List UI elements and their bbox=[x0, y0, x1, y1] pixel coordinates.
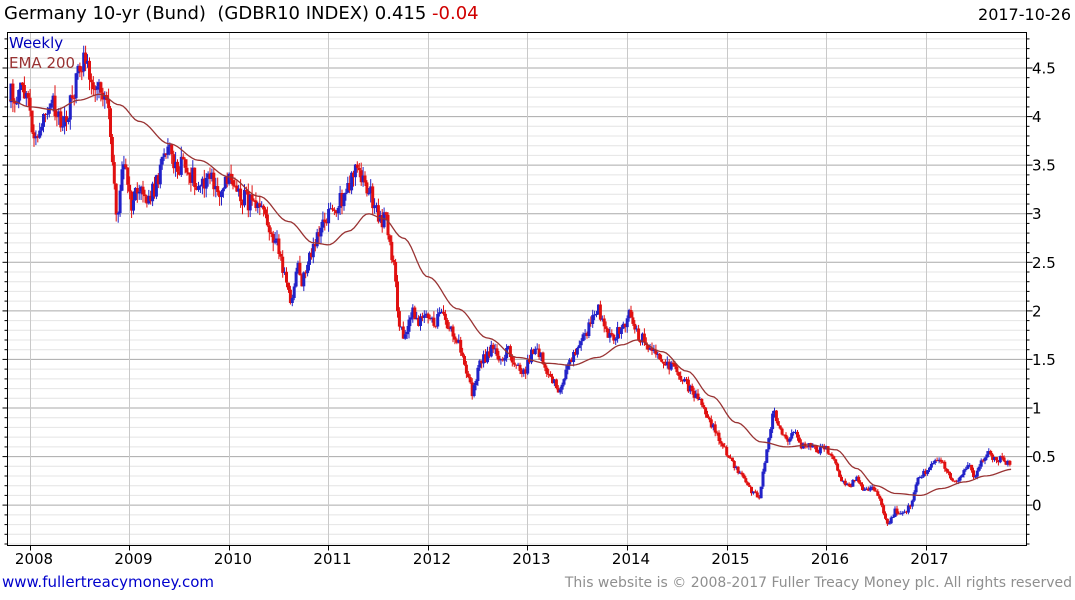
svg-text:2016: 2016 bbox=[811, 550, 849, 568]
legend-weekly-label: Weekly bbox=[9, 34, 64, 52]
chart-title: Germany 10-yr (Bund) (GDBR10 INDEX) 0.41… bbox=[4, 3, 479, 24]
svg-text:1: 1 bbox=[1032, 400, 1042, 418]
svg-text:2: 2 bbox=[1032, 302, 1042, 320]
y-axis-ticks bbox=[2, 38, 1033, 545]
svg-text:2012: 2012 bbox=[413, 550, 451, 568]
svg-text:2015: 2015 bbox=[711, 550, 749, 568]
svg-text:2010: 2010 bbox=[214, 550, 252, 568]
svg-text:1.5: 1.5 bbox=[1032, 351, 1056, 369]
x-axis-labels: 2008 2009 2010 2011 2012 2013 2014 2015 2016 2017 bbox=[15, 550, 949, 568]
website-link[interactable]: www.fullertreacymoney.com bbox=[2, 573, 215, 591]
svg-text:2.5: 2.5 bbox=[1032, 254, 1056, 272]
svg-text:4: 4 bbox=[1032, 108, 1042, 126]
svg-text:0.5: 0.5 bbox=[1032, 448, 1056, 466]
copyright-text: This website is © 2008-2017 Fuller Treac… bbox=[564, 575, 1072, 591]
svg-text:2008: 2008 bbox=[15, 550, 53, 568]
x-axis-ticks bbox=[30, 545, 927, 551]
svg-text:3.5: 3.5 bbox=[1032, 157, 1056, 175]
svg-text:0: 0 bbox=[1032, 497, 1042, 515]
legend-ema-label: EMA 200 bbox=[9, 54, 76, 72]
svg-text:2014: 2014 bbox=[612, 550, 650, 568]
plot-border bbox=[7, 32, 1027, 546]
svg-text:2013: 2013 bbox=[512, 550, 550, 568]
ema-line bbox=[9, 93, 1012, 497]
grid-vertical bbox=[30, 32, 927, 546]
svg-text:2011: 2011 bbox=[313, 550, 351, 568]
chart-date: 2017-10-26 bbox=[978, 5, 1071, 24]
grid-major bbox=[7, 67, 1027, 506]
grid-minor bbox=[7, 38, 1027, 545]
chart-title-change: -0.04 bbox=[426, 3, 479, 24]
candles bbox=[9, 45, 1012, 526]
svg-text:4.5: 4.5 bbox=[1032, 60, 1056, 78]
svg-text:3: 3 bbox=[1032, 205, 1042, 223]
svg-text:2017: 2017 bbox=[910, 550, 948, 568]
y-axis-labels: 4.5 4 3.5 3 2.5 2 1.5 1 0.5 0 bbox=[1032, 60, 1056, 515]
svg-text:2009: 2009 bbox=[114, 550, 152, 568]
chart-title-text: Germany 10-yr (Bund) (GDBR10 INDEX) 0.41… bbox=[4, 3, 427, 24]
